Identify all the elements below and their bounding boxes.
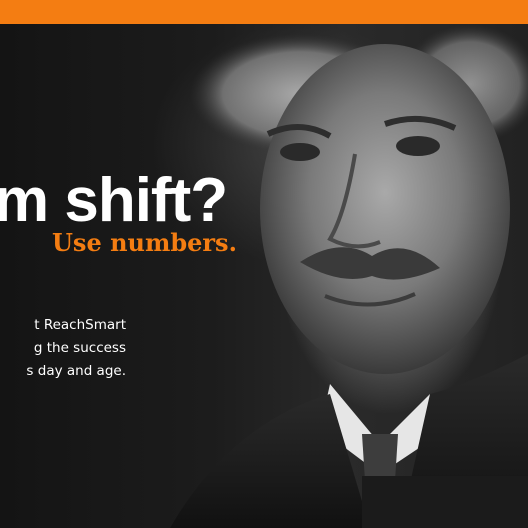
hero-body-line: t ReachSmart <box>34 317 126 333</box>
top-accent-bar <box>0 0 528 24</box>
hero-headline: m shift? <box>0 166 228 235</box>
hero-body-text: t ReachSmart g the success s day and age… <box>0 314 126 383</box>
hero-subheadline: Use numbers. <box>52 228 237 257</box>
hero-body-line: s day and age. <box>26 363 126 379</box>
hero-body-line: g the success <box>33 340 126 356</box>
portrait-image <box>170 24 528 528</box>
dark-panel <box>362 476 528 528</box>
